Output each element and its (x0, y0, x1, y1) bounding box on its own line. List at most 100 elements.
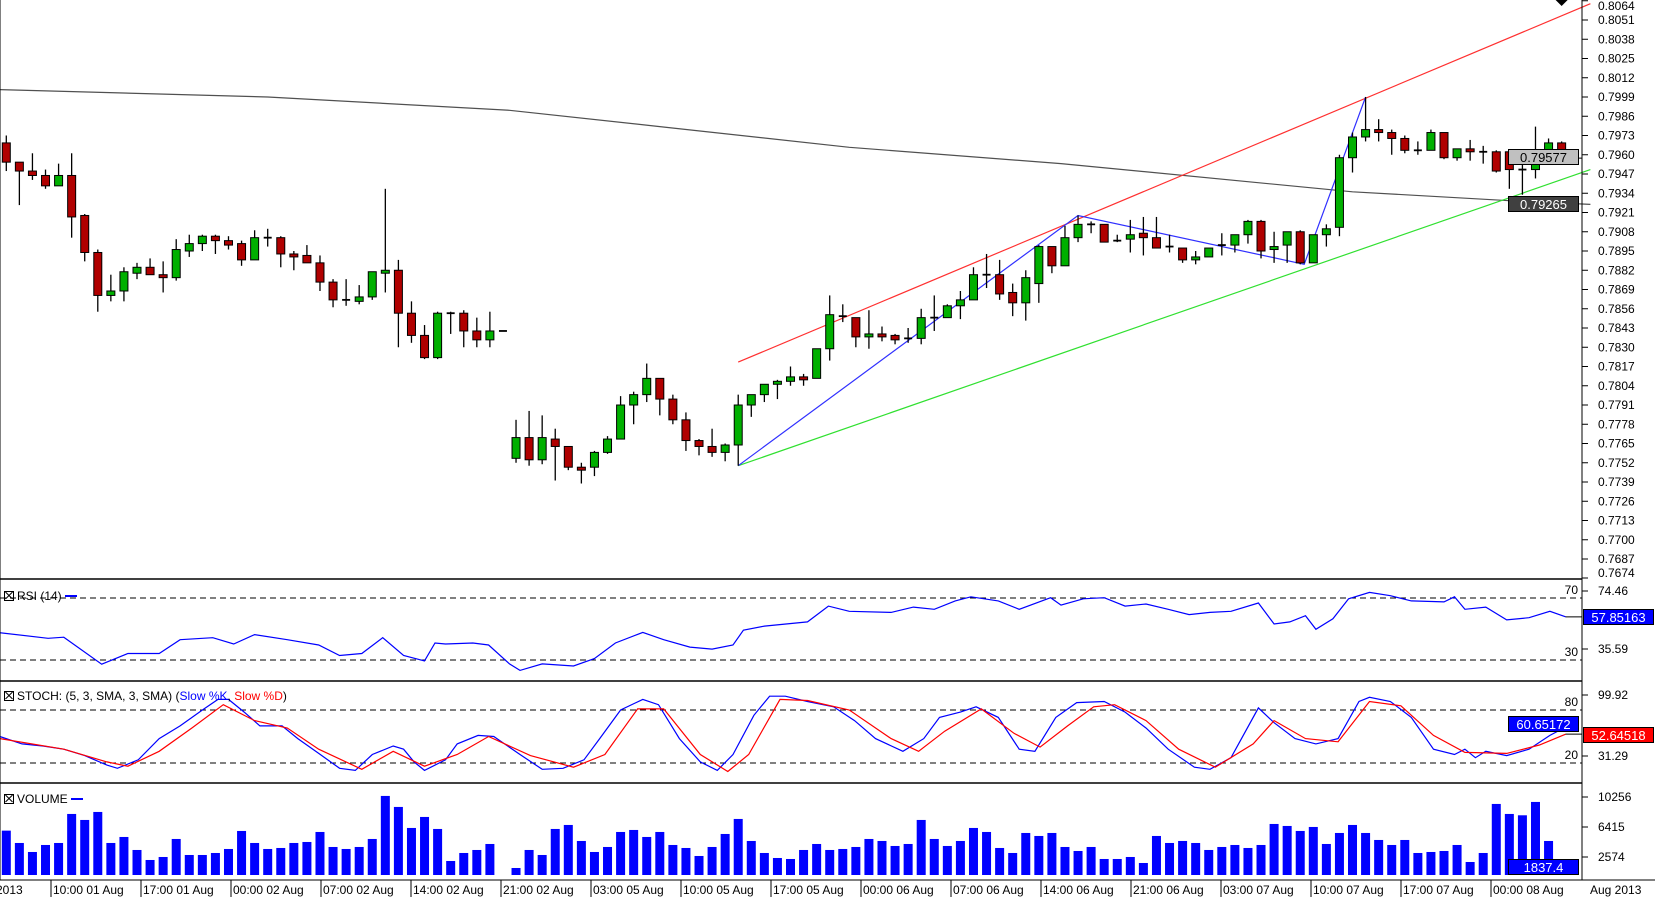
volume-bar[interactable] (1452, 844, 1462, 875)
volume-bar[interactable] (563, 824, 573, 875)
volume-bar[interactable] (1073, 850, 1083, 875)
volume-bar[interactable] (250, 842, 260, 875)
volume-bar[interactable] (302, 841, 312, 875)
volume-bar[interactable] (354, 846, 364, 875)
candle[interactable] (472, 317, 482, 348)
candle[interactable] (1138, 216, 1148, 256)
candle[interactable] (237, 240, 247, 266)
candle[interactable] (1113, 234, 1122, 243)
candle[interactable] (1452, 148, 1462, 161)
volume-bar[interactable] (812, 843, 822, 875)
volume-bar[interactable] (942, 845, 952, 875)
volume-bar[interactable] (1191, 842, 1201, 875)
candle[interactable] (119, 267, 129, 302)
volume-bar[interactable] (707, 846, 717, 875)
candle[interactable] (342, 279, 351, 306)
candle[interactable] (302, 245, 312, 264)
volume-bar[interactable] (197, 854, 207, 875)
volume-bar[interactable] (890, 845, 900, 875)
volume-bar[interactable] (485, 843, 495, 875)
volume-bar[interactable] (341, 848, 351, 875)
candle[interactable] (1413, 141, 1422, 155)
volume-bar[interactable] (1138, 862, 1148, 875)
candle[interactable] (1491, 150, 1501, 173)
candle[interactable] (223, 236, 233, 250)
volume-bar[interactable] (145, 859, 155, 875)
candle[interactable] (733, 394, 743, 466)
candle[interactable] (720, 443, 730, 462)
volume-bar[interactable] (668, 844, 678, 875)
candle[interactable] (1008, 283, 1018, 317)
candle[interactable] (1178, 247, 1188, 263)
candle[interactable] (825, 295, 835, 361)
candle[interactable] (446, 311, 455, 334)
candle[interactable] (786, 366, 795, 386)
candle[interactable] (995, 259, 1005, 300)
volume-bar[interactable] (759, 852, 769, 875)
candle[interactable] (668, 394, 678, 425)
candle[interactable] (1191, 251, 1201, 265)
candle[interactable] (576, 462, 586, 484)
volume-bar[interactable] (132, 849, 142, 875)
volume-bar[interactable] (720, 833, 730, 875)
candle[interactable] (642, 363, 652, 403)
volume-bar[interactable] (1334, 832, 1344, 875)
candle[interactable] (982, 253, 991, 289)
volume-bar[interactable] (380, 795, 390, 875)
rsi-panel[interactable]: 70 30 (0, 583, 1582, 672)
candle[interactable] (563, 445, 573, 471)
volume-bar[interactable] (1243, 847, 1253, 875)
volume-bar[interactable] (1, 830, 11, 875)
candle[interactable] (433, 311, 443, 360)
volume-bar[interactable] (864, 838, 874, 875)
candle[interactable] (1256, 219, 1266, 259)
candle[interactable] (171, 239, 181, 281)
volume-bar[interactable] (14, 842, 24, 875)
volume-bar[interactable] (838, 848, 848, 875)
candle[interactable] (589, 450, 599, 477)
candle[interactable] (250, 230, 260, 261)
volume-bar[interactable] (746, 840, 756, 875)
candle[interactable] (54, 163, 64, 187)
volume-bar[interactable] (1517, 815, 1527, 875)
candle[interactable] (1034, 245, 1044, 303)
candle[interactable] (1269, 231, 1279, 263)
volume-bar[interactable] (1308, 826, 1318, 875)
volume-bar[interactable] (237, 830, 247, 875)
candle[interactable] (524, 410, 534, 466)
volume-bar[interactable] (1151, 835, 1161, 875)
volume-bar[interactable] (1178, 840, 1188, 875)
candle[interactable] (707, 428, 717, 457)
candle[interactable] (1321, 224, 1331, 247)
volume-bar[interactable] (106, 842, 116, 875)
candle[interactable] (890, 333, 900, 345)
volume-bar[interactable] (210, 852, 220, 875)
volume-bar[interactable] (93, 811, 103, 875)
volume-bar[interactable] (929, 838, 939, 875)
candle[interactable] (746, 394, 756, 417)
candle[interactable] (616, 396, 626, 440)
volume-bar[interactable] (315, 831, 325, 875)
volume-bar[interactable] (1478, 852, 1488, 875)
volume-bar[interactable] (982, 831, 992, 875)
candle[interactable] (877, 326, 887, 342)
candle[interactable] (27, 153, 37, 180)
candle[interactable] (1426, 129, 1436, 151)
candle[interactable] (942, 304, 952, 319)
volume-bar[interactable] (80, 819, 90, 875)
candle[interactable] (420, 325, 430, 360)
volume-bar[interactable] (1282, 825, 1292, 875)
candle[interactable] (380, 188, 390, 293)
candle[interactable] (1087, 221, 1096, 234)
volume-bar[interactable] (1217, 846, 1227, 875)
candle[interactable] (694, 439, 704, 456)
volume-bar[interactable] (446, 860, 456, 875)
volume-bar[interactable] (54, 842, 64, 875)
candle[interactable] (655, 377, 665, 416)
candle[interactable] (485, 311, 495, 348)
volume-bar[interactable] (1165, 842, 1175, 875)
volume-bar[interactable] (1439, 850, 1449, 875)
volume-bar[interactable] (1295, 830, 1305, 875)
volume-bar[interactable] (772, 857, 782, 875)
volume-bar[interactable] (603, 846, 613, 875)
